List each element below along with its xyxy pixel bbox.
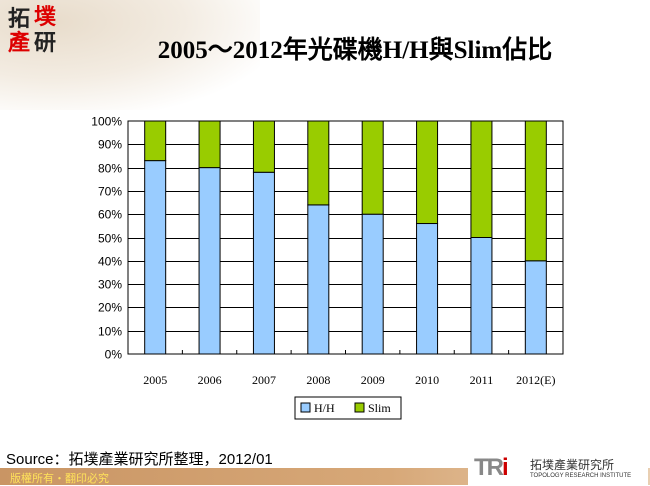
logo-char: 墣 <box>34 5 57 30</box>
logo-char: 研 <box>34 31 57 56</box>
tri-letters: TRi <box>474 454 509 481</box>
y-tick-label: 60% <box>98 208 122 222</box>
y-tick-label: 80% <box>98 162 122 176</box>
bar-hh <box>361 213 384 355</box>
x-tick-label: 2010 <box>415 373 439 387</box>
bar-hh <box>524 260 547 355</box>
y-tick-label: 50% <box>98 232 122 246</box>
bar-hh <box>198 167 221 355</box>
source-note: Source：拓墣產業研究所整理，2012/01 <box>6 451 273 468</box>
bar-hh <box>470 237 493 355</box>
bar-slim <box>307 120 330 206</box>
plot-area <box>127 120 564 355</box>
y-tick-label: 30% <box>98 278 122 292</box>
x-tick-label: 2011 <box>470 373 494 387</box>
y-tick-label: 20% <box>98 301 122 315</box>
y-tick-label: 0% <box>105 348 123 362</box>
bar-slim <box>252 120 275 173</box>
y-tick-label: 90% <box>98 138 122 152</box>
bar-hh <box>416 223 439 355</box>
legend-label: H/H <box>314 401 335 415</box>
x-tick-label: 2006 <box>198 373 222 387</box>
bar-slim <box>524 120 547 262</box>
logo-char: 拓 <box>8 7 31 32</box>
y-tick-label: 70% <box>98 185 122 199</box>
y-tick-label: 100% <box>91 115 122 129</box>
y-tick-label: 40% <box>98 255 122 269</box>
copyright-text: 版權所有・翻印必究 <box>10 472 109 485</box>
legend-box <box>294 396 402 420</box>
legend-label: Slim <box>368 401 391 415</box>
bar-slim <box>198 120 221 169</box>
bar-hh <box>252 171 275 355</box>
x-tick-label: 2005 <box>143 373 167 387</box>
legend-swatch <box>300 402 311 413</box>
x-tick-label: 2007 <box>252 373 276 387</box>
bar-slim <box>144 120 167 162</box>
chart-title: 2005～2012年光碟機H/H與Slim佔比 <box>157 37 553 64</box>
stacked-bar-chart: 0% 10% 20% 30% 40% 50% 60% 70% 80% 90% 100% 2005 200… <box>91 115 564 420</box>
x-tick-label: 2009 <box>361 373 385 387</box>
tri-logo: TRi 拓墣產業研究所 TOPOLOGY RESEARCH INSTITUTE <box>468 452 648 485</box>
bar-hh <box>144 160 167 355</box>
x-tick-label: 2008 <box>306 373 330 387</box>
background-map <box>0 0 260 110</box>
x-tick-label: 2012(E) <box>516 373 555 387</box>
logo: 拓 墣 產 研 <box>8 6 60 58</box>
legend-swatch <box>354 402 365 413</box>
logo-char: 產 <box>8 31 31 56</box>
bar-slim <box>361 120 384 215</box>
bar-slim <box>416 120 439 225</box>
y-tick-label: 10% <box>98 325 122 339</box>
bar-slim <box>470 120 493 238</box>
tri-name-en: TOPOLOGY RESEARCH INSTITUTE <box>530 473 632 479</box>
tri-name-cn: 拓墣產業研究所 <box>530 458 615 472</box>
bar-hh <box>307 204 330 355</box>
